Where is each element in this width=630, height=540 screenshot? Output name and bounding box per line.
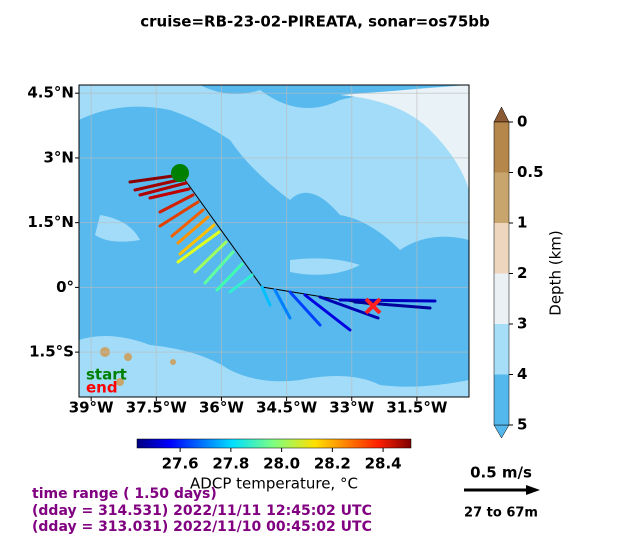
scale-speed: 0.5 m/s [470, 464, 532, 482]
end-marker [364, 297, 382, 315]
colorbar-tick-label: 4 [517, 365, 527, 383]
x-tick-label: 39°W [69, 399, 114, 417]
y-tick-label: 4.5°N [27, 84, 74, 102]
colorbar-tick-label: 0.5 [517, 163, 544, 181]
scale-depth: 27 to 67m [464, 506, 538, 521]
colorbar-tick-label: 5 [517, 416, 527, 434]
colorbar-band [494, 374, 509, 425]
colorbar-tick-label: 27.8 [212, 455, 249, 473]
temp-label: ADCP temperature, °C [190, 475, 358, 493]
colorbar-band [494, 122, 509, 173]
colorbar-tick-label: 28.0 [263, 455, 300, 473]
colorbar-tick-label: 1 [517, 214, 527, 232]
x-tick-label: 36°W [199, 399, 244, 417]
colorbar-band [494, 223, 509, 274]
x-tick-label: 31.5°W [386, 399, 448, 417]
colorbar-tick-label: 2 [517, 264, 527, 282]
temp-ticks: 27.6 27.8 28.0 28.2 28.4 [162, 448, 402, 473]
y-tick-label: 1.5°N [27, 213, 74, 231]
start-label: start [86, 366, 127, 384]
y-tick-label: 0° [56, 278, 74, 296]
colorbar-frame [493, 121, 510, 426]
temp-colorbar [136, 438, 412, 449]
time-start: (dday = 313.031) 2022/11/10 00:45:02 UTC [32, 519, 372, 535]
map-frame [78, 84, 470, 398]
colorbar-tick-label: 27.6 [162, 455, 199, 473]
end-label: end [86, 379, 118, 397]
track-vectors [128, 172, 437, 332]
time-range: time range ( 1.50 days) [32, 486, 217, 502]
colorbar-tick-label: 0 [517, 113, 527, 131]
time-end: (dday = 314.531) 2022/11/11 12:45:02 UTC [32, 503, 372, 519]
scale-arrow [464, 485, 540, 495]
colorbar-band [494, 273, 509, 324]
colorbar-tick-label: 28.4 [365, 455, 402, 473]
grid [79, 85, 469, 397]
colorbar-extend [493, 106, 510, 123]
colorbar-band [494, 172, 509, 223]
depth-colorbar: 0 0.5 1 2 3 4 5 [493, 106, 544, 439]
colorbar-extend [493, 424, 510, 439]
x-tick-label: 37.5°W [126, 399, 188, 417]
depth-label: Depth (km) [547, 230, 565, 315]
y-tick-label: 1.5°S [29, 343, 74, 361]
colorbar-band [494, 324, 509, 375]
colorbar-tick-label: 3 [517, 315, 527, 333]
colorbar-tick-label: 28.2 [314, 455, 351, 473]
x-tick-label: 34.5°W [256, 399, 318, 417]
x-tick-label: 33°W [329, 399, 374, 417]
y-tick-label: 3°N [44, 148, 75, 166]
map-background [79, 85, 469, 397]
title: cruise=RB-23-02-PIREATA, sonar=os75bb [140, 13, 490, 31]
start-marker [171, 164, 189, 182]
